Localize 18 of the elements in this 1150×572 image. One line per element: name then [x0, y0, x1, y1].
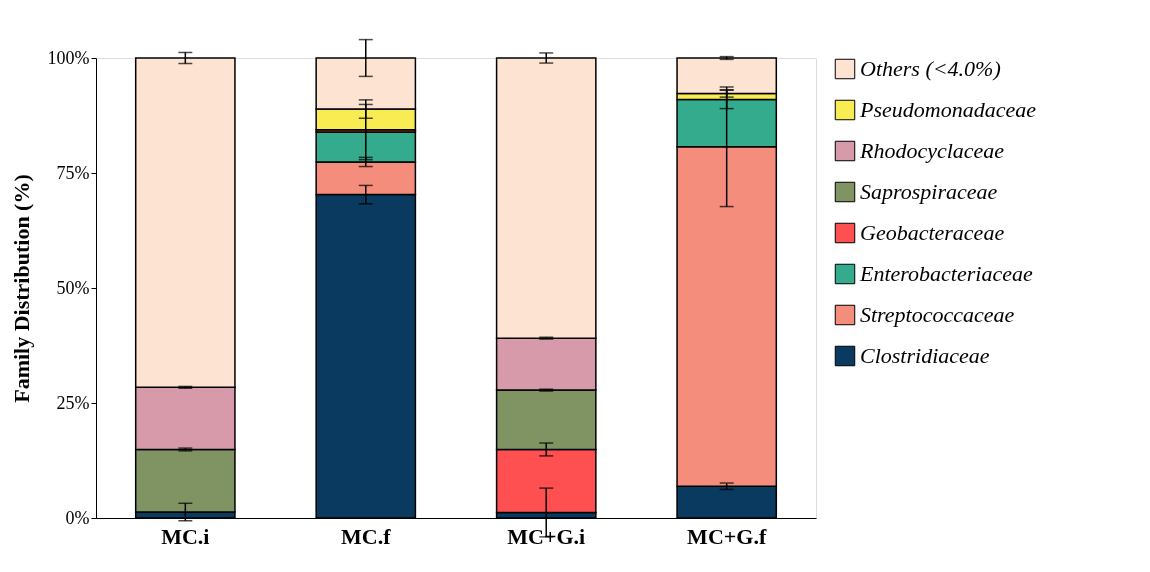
- y-tick-label: 0%: [65, 507, 90, 528]
- legend-label: Enterobacteriaceae: [859, 261, 1033, 286]
- x-tick-label: MC+G.f: [687, 523, 767, 549]
- y-axis-title: Family Distribution (%): [8, 174, 34, 403]
- legend-label: Rhodocyclaceae: [859, 138, 1005, 163]
- legend-label: Pseudomonadaceae: [859, 97, 1037, 122]
- legend-label: Others (<4.0%): [860, 56, 1001, 81]
- legend-label: Streptococcaceae: [860, 302, 1015, 327]
- x-tick-label: MC.i: [161, 523, 210, 549]
- y-tick-label: 50%: [56, 277, 90, 298]
- legend-label: Geobacteraceae: [860, 220, 1005, 245]
- x-tick-label: MC+G.i: [507, 523, 586, 549]
- legend-label: Saprospiraceae: [860, 179, 998, 204]
- y-tick-label: 100%: [47, 47, 90, 68]
- y-tick-label: 25%: [56, 392, 90, 413]
- x-tick-label: MC.f: [341, 523, 392, 549]
- legend-label: Clostridiaceae: [860, 343, 990, 368]
- y-tick-label: 75%: [56, 162, 90, 183]
